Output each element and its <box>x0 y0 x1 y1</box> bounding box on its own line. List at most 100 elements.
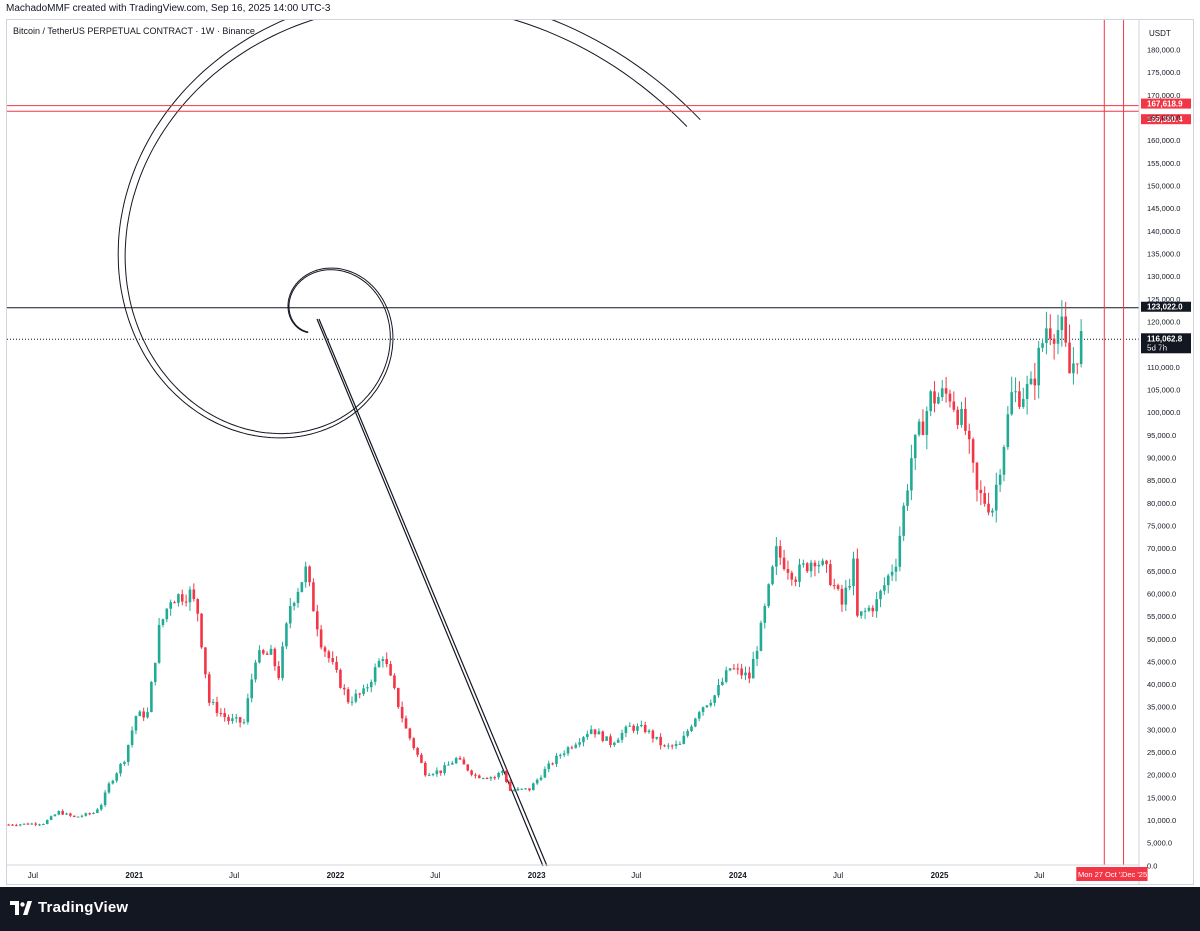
candle-body <box>952 401 956 410</box>
candle-body <box>632 725 635 731</box>
spiral-drawing[interactable] <box>117 20 701 867</box>
time-axis[interactable]: Jul 2021 Jul 2022 Jul 2023 Jul 2024 Jul 2025 Jul Mo… <box>7 864 1148 881</box>
candle-body <box>994 484 998 511</box>
candle-body <box>254 662 257 680</box>
candle-body <box>1048 328 1052 339</box>
candle-body <box>728 668 732 671</box>
vertical-lines[interactable] <box>1103 20 1125 865</box>
candle-body <box>555 755 558 764</box>
candle-body <box>358 693 362 695</box>
candle-body <box>1079 331 1083 365</box>
candle-body <box>161 619 165 626</box>
candle-body <box>258 650 261 663</box>
price-tick-label: 70,000.0 <box>1147 544 1176 553</box>
price-label-box <box>1141 333 1191 354</box>
price-axis[interactable]: USDT 0.0 5,000.0 10,000.0 15,000.0 20,000.0 25… <box>1138 20 1180 884</box>
price-tick-label: 180,000.0 <box>1147 45 1180 54</box>
price-label-box <box>1141 301 1191 312</box>
candle-body <box>759 622 763 651</box>
candle-body <box>663 745 666 747</box>
candle-body <box>331 658 335 662</box>
candle-body <box>697 712 701 719</box>
candle-body <box>15 825 18 827</box>
candle-body <box>288 606 292 624</box>
price-label: 123,022.0 <box>1147 303 1183 312</box>
candle-body <box>883 585 886 591</box>
candle-body <box>281 646 284 679</box>
candle-body <box>308 566 311 583</box>
candle-body <box>103 792 107 806</box>
candle-body <box>223 713 226 718</box>
candle-body <box>427 774 431 776</box>
price-tick-label: 75,000.0 <box>1147 521 1176 530</box>
candle-body <box>173 602 176 604</box>
candle-body <box>408 728 412 739</box>
candle-body <box>49 816 53 820</box>
candle-body <box>38 824 41 826</box>
price-tick-label: 65,000.0 <box>1147 567 1176 576</box>
chart-svg[interactable]: 123,022.0 167,618.9 166,380.4 116,062.85d 7… <box>7 20 1193 884</box>
spiral-inner <box>124 20 688 435</box>
time-tick-label: 2022 <box>327 871 345 880</box>
candle-body <box>377 660 381 668</box>
price-label-box <box>1141 98 1191 109</box>
candle-series <box>7 300 1083 827</box>
price-tick-label: 50,000.0 <box>1147 635 1176 644</box>
candle-body <box>204 647 207 675</box>
candle-body <box>539 777 543 780</box>
candle-body <box>613 742 616 746</box>
candle-body <box>809 562 813 572</box>
candle-body <box>497 772 500 778</box>
candle-body <box>319 629 323 648</box>
price-label: 166,380.4 <box>1147 115 1183 124</box>
candle-body <box>859 611 863 616</box>
candle-body <box>207 674 211 703</box>
candle-body <box>940 388 944 398</box>
candle-body <box>96 809 99 813</box>
candle-body <box>651 730 655 739</box>
candle-body <box>724 670 728 682</box>
horizontal-lines[interactable]: 123,022.0 167,618.9 166,380.4 116,062.85d 7… <box>7 98 1191 354</box>
candle-body <box>701 707 705 713</box>
candle-body <box>1064 316 1068 343</box>
candle-body <box>524 788 527 790</box>
candle-body <box>443 765 446 773</box>
candle-body <box>211 701 215 703</box>
candle-body <box>505 770 508 782</box>
price-tick-label: 120,000.0 <box>1147 317 1180 326</box>
candle-body <box>717 685 720 696</box>
candle-body <box>246 698 250 723</box>
candle-body <box>1045 328 1048 344</box>
candle-body <box>219 713 223 715</box>
candle-body <box>528 788 531 791</box>
candle-body <box>771 566 774 585</box>
candle-body <box>559 754 562 756</box>
candle-body <box>547 763 551 770</box>
candle-body <box>153 662 157 683</box>
candle-body <box>832 585 836 587</box>
candle-body <box>489 777 493 779</box>
candle-body <box>593 729 597 735</box>
candle-body <box>616 739 620 743</box>
candle-body <box>423 762 427 776</box>
candle-body <box>7 824 10 826</box>
candle-body <box>335 661 338 670</box>
tradingview-logo[interactable]: TradingView <box>10 899 128 916</box>
time-tick-label: Jul <box>229 871 239 880</box>
price-tick-label: 35,000.0 <box>1147 703 1176 712</box>
candle-body <box>18 824 22 826</box>
candle-body <box>682 735 686 744</box>
candle-body <box>481 778 485 780</box>
candle-body <box>667 745 670 747</box>
candle-body <box>99 805 103 810</box>
candle-body <box>694 718 697 727</box>
price-tick-label: 170,000.0 <box>1147 91 1180 100</box>
candle-body <box>848 585 851 588</box>
candle-body <box>231 718 234 722</box>
price-tick-label: 175,000.0 <box>1147 68 1180 77</box>
candle-body <box>45 819 49 825</box>
candle-body <box>925 411 929 435</box>
time-tick-label: Jul <box>430 871 440 880</box>
candle-body <box>420 754 423 763</box>
candle-body <box>566 747 570 754</box>
